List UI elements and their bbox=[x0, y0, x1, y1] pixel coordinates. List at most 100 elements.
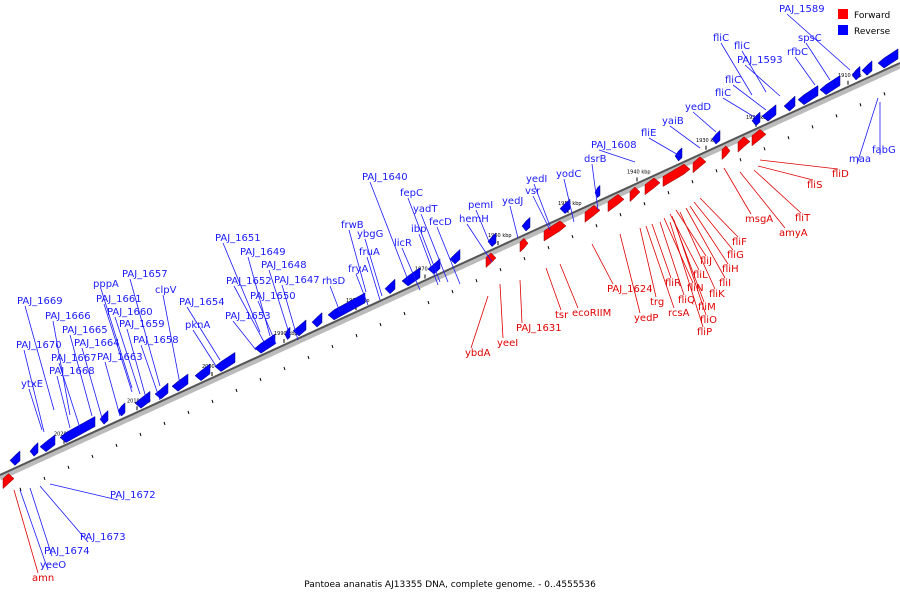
axis-tick-label: 1960 kbp bbox=[488, 233, 512, 239]
reverse-gene-label: yedD bbox=[685, 102, 711, 113]
reverse-gene-label: pemI bbox=[468, 200, 493, 211]
forward-feature bbox=[607, 194, 625, 213]
reverse-gene-label: fliC bbox=[713, 33, 729, 44]
minor-feature-mark bbox=[571, 234, 574, 239]
reverse-gene-leader bbox=[126, 328, 147, 399]
reverse-feature bbox=[9, 450, 21, 466]
forward-gene-leader bbox=[693, 201, 734, 251]
reverse-gene-label: PAJ_1659 bbox=[119, 319, 165, 330]
reverse-gene-leader bbox=[103, 303, 133, 393]
forward-gene-label: rcsA bbox=[668, 308, 690, 319]
minor-feature-mark bbox=[331, 344, 334, 349]
reverse-gene-leader bbox=[794, 56, 816, 86]
forward-gene-leader bbox=[499, 283, 504, 339]
reverse-feature bbox=[311, 312, 323, 328]
reverse-gene-leader bbox=[140, 344, 161, 401]
axis-tick-label: 1930 kbp bbox=[696, 138, 720, 144]
minor-feature-mark bbox=[163, 421, 166, 426]
forward-gene-leader bbox=[689, 205, 729, 265]
reverse-gene-leader bbox=[24, 305, 55, 411]
reverse-gene-label: fryA bbox=[348, 264, 369, 275]
axis-tick-label: 1970 kbp bbox=[415, 266, 439, 272]
reverse-gene-leader bbox=[741, 50, 767, 93]
reverse-gene-leader bbox=[720, 42, 753, 96]
minor-feature-mark bbox=[643, 202, 646, 206]
reverse-gene-leader bbox=[744, 64, 781, 97]
forward-gene-label: fliL bbox=[693, 270, 708, 281]
reverse-feature bbox=[797, 85, 819, 106]
reverse-gene-label: PAJ_1654 bbox=[179, 297, 225, 308]
reverse-gene-leader bbox=[23, 349, 45, 433]
reverse-gene-leader bbox=[28, 388, 43, 431]
reverse-gene-leader bbox=[418, 233, 439, 286]
reverse-feature bbox=[819, 75, 841, 95]
reverse-feature bbox=[521, 216, 531, 232]
reverse-gene-leader bbox=[355, 273, 369, 306]
forward-gene-label: amyA bbox=[779, 228, 808, 239]
reverse-gene-label: yedJ bbox=[502, 196, 523, 207]
forward-gene-label: fliR bbox=[665, 278, 681, 289]
reverse-gene-label: PAJ_1648 bbox=[261, 260, 307, 271]
reverse-gene-leader bbox=[52, 320, 71, 416]
reverse-gene-label: clpV bbox=[155, 285, 177, 296]
reverse-gene-label: maa bbox=[849, 154, 871, 165]
forward-feature bbox=[751, 129, 767, 147]
reverse-gene-leader bbox=[436, 226, 461, 285]
reverse-feature bbox=[284, 326, 291, 340]
reverse-gene-label: PAJ_1674 bbox=[44, 546, 90, 557]
reverse-feature bbox=[401, 267, 421, 287]
reverse-feature bbox=[711, 129, 721, 145]
forward-feature bbox=[629, 186, 641, 203]
minor-feature-mark bbox=[547, 245, 550, 250]
minor-feature-mark bbox=[715, 169, 718, 173]
reverse-gene-label: yedI bbox=[526, 174, 547, 185]
reverse-gene-leader bbox=[722, 97, 757, 119]
minor-feature-mark bbox=[283, 366, 286, 371]
reverse-feature bbox=[674, 147, 683, 162]
reverse-gene-leader bbox=[222, 242, 261, 333]
reverse-gene-label: fliC bbox=[734, 41, 750, 52]
forward-feature bbox=[519, 237, 529, 253]
reverse-gene-leader bbox=[475, 209, 491, 245]
minor-feature-mark bbox=[355, 333, 358, 338]
forward-gene-label: fliQ bbox=[678, 295, 695, 306]
forward-gene-label: fliI bbox=[719, 278, 731, 289]
minor-feature-mark bbox=[259, 377, 262, 382]
reverse-gene-leader bbox=[369, 181, 409, 281]
reverse-gene-leader bbox=[533, 183, 551, 227]
reverse-gene-label: ybgG bbox=[357, 229, 383, 240]
reverse-gene-leader bbox=[669, 125, 701, 149]
reverse-gene-label: PAJ_1660 bbox=[107, 307, 153, 318]
minor-feature-mark bbox=[115, 443, 118, 448]
forward-feature bbox=[543, 220, 567, 242]
reverse-gene-leader bbox=[162, 294, 181, 385]
reverse-gene-label: yaiB bbox=[662, 116, 684, 127]
forward-gene-leader bbox=[591, 243, 614, 285]
minor-feature-mark bbox=[43, 476, 46, 481]
axis-tick-label: 1940 kbp bbox=[627, 169, 651, 175]
forward-gene-label: fliD bbox=[832, 169, 849, 180]
forward-gene-leader bbox=[673, 219, 707, 316]
reverse-gene-leader bbox=[509, 205, 519, 239]
minor-feature-mark bbox=[403, 311, 406, 316]
forward-gene-leader bbox=[470, 295, 489, 349]
reverse-gene-label: PAJ_1667 bbox=[51, 353, 97, 364]
forward-gene-leader bbox=[739, 171, 786, 229]
reverse-gene-leader bbox=[420, 213, 449, 283]
forward-gene-leader bbox=[559, 263, 579, 309]
forward-gene-label: amn bbox=[32, 573, 54, 584]
minor-feature-mark bbox=[499, 267, 502, 272]
forward-gene-label: fliF bbox=[732, 237, 747, 248]
forward-gene-leader bbox=[639, 227, 657, 298]
reverse-gene-label: PAJ_1650 bbox=[250, 291, 296, 302]
reverse-gene-leader bbox=[129, 278, 161, 387]
reverse-feature bbox=[783, 95, 796, 112]
reverse-gene-leader bbox=[407, 197, 441, 283]
reverse-gene-label: PAJ_1672 bbox=[110, 490, 156, 501]
reverse-gene-leader bbox=[19, 489, 49, 571]
reverse-gene-leader bbox=[532, 195, 551, 231]
reverse-gene-leader bbox=[732, 84, 767, 111]
reverse-gene-label: PAJ_1657 bbox=[122, 269, 168, 280]
forward-feature bbox=[692, 156, 707, 174]
